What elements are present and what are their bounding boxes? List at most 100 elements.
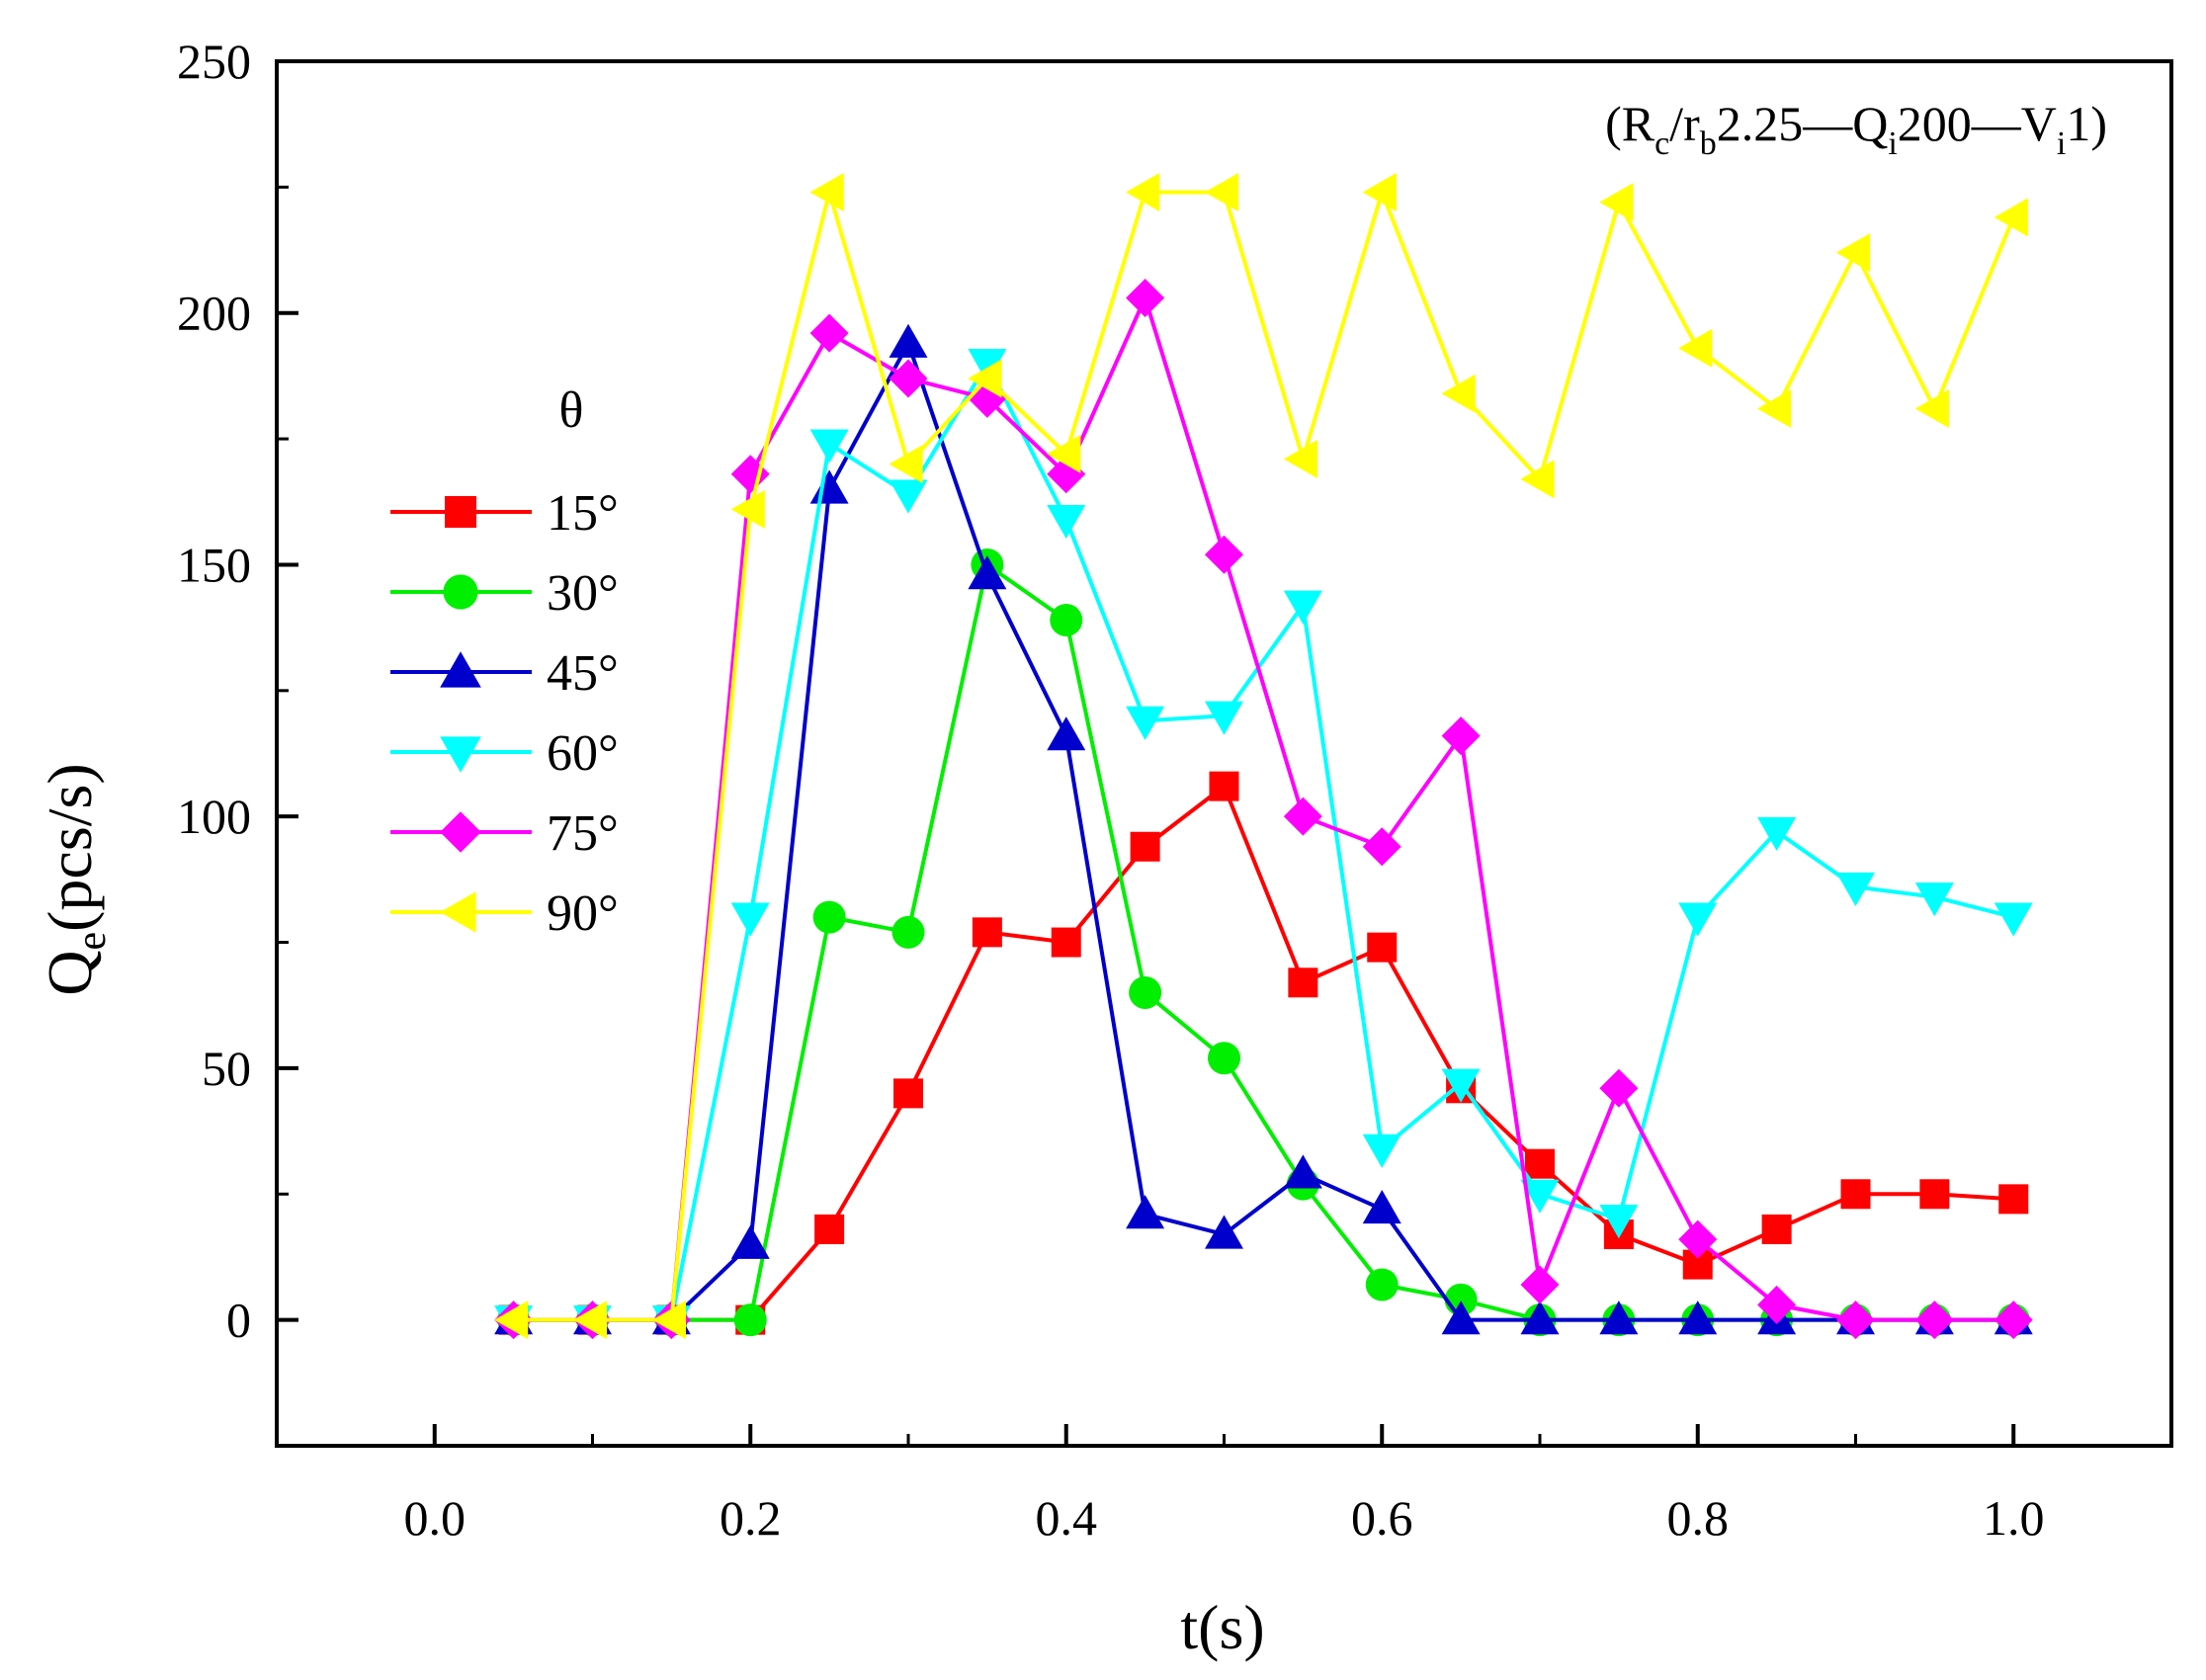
data-point bbox=[1205, 535, 1243, 574]
series-75-deg bbox=[494, 278, 2033, 1340]
data-point bbox=[733, 1303, 767, 1337]
data-point bbox=[1599, 1205, 1639, 1239]
data-point bbox=[1288, 967, 1318, 998]
data-point bbox=[1126, 278, 1165, 317]
y-tick-label: 250 bbox=[177, 34, 251, 89]
legend-marker bbox=[440, 891, 476, 933]
data-point bbox=[968, 555, 1007, 590]
data-point bbox=[809, 429, 849, 463]
x-tick-label: 0.4 bbox=[1036, 1490, 1098, 1546]
data-point bbox=[1129, 975, 1162, 1009]
data-point bbox=[1678, 902, 1718, 937]
data-point bbox=[1047, 434, 1081, 473]
data-point bbox=[1283, 590, 1322, 625]
data-point bbox=[1914, 882, 1954, 917]
series-line bbox=[513, 341, 2014, 1322]
legend-item: 15° bbox=[390, 485, 619, 542]
data-point bbox=[1047, 504, 1086, 540]
data-point bbox=[1525, 1148, 1555, 1179]
data-point bbox=[1126, 706, 1165, 740]
series-line bbox=[513, 361, 2014, 1322]
data-point bbox=[1914, 1301, 1954, 1340]
data-point bbox=[1208, 1042, 1240, 1075]
legend-title: θ bbox=[559, 382, 584, 439]
series-layer bbox=[494, 172, 2033, 1340]
data-point bbox=[1205, 172, 1239, 211]
series-line bbox=[513, 562, 2014, 1322]
data-point bbox=[1757, 389, 1792, 429]
y-tick-label: 0 bbox=[226, 1293, 251, 1348]
legend-marker bbox=[440, 736, 481, 773]
legend-marker bbox=[443, 574, 478, 610]
data-point bbox=[1362, 172, 1397, 211]
data-point bbox=[1520, 460, 1555, 499]
data-point bbox=[809, 172, 844, 211]
data-point bbox=[1365, 1268, 1399, 1302]
data-point bbox=[730, 1224, 770, 1259]
series-45-deg bbox=[494, 323, 2033, 1335]
data-point bbox=[1599, 1301, 1639, 1335]
y-axis-title: Qe(pcs/s) bbox=[35, 763, 115, 996]
data-point bbox=[1994, 902, 2033, 937]
data-point bbox=[1994, 1301, 2033, 1340]
data-point bbox=[968, 349, 1007, 383]
x-axis-title: t(s) bbox=[1180, 1592, 1264, 1662]
series-15-deg bbox=[498, 771, 2029, 1335]
legend-item: 45° bbox=[390, 645, 619, 702]
data-point bbox=[651, 1301, 686, 1340]
data-point bbox=[972, 917, 1002, 948]
data-point bbox=[891, 915, 925, 949]
legend-item: 60° bbox=[390, 725, 619, 782]
data-point bbox=[730, 489, 765, 529]
data-point bbox=[1205, 1215, 1243, 1249]
data-point bbox=[1919, 1179, 1950, 1210]
data-point bbox=[893, 1078, 923, 1109]
data-point bbox=[1761, 1214, 1792, 1244]
data-point bbox=[1840, 1179, 1871, 1210]
data-point bbox=[1441, 1301, 1481, 1335]
y-tick-label: 200 bbox=[177, 286, 251, 341]
data-point bbox=[1914, 389, 1949, 429]
data-point bbox=[809, 469, 849, 504]
legend-item: 30° bbox=[390, 565, 619, 622]
data-point bbox=[1998, 1184, 2029, 1215]
data-point bbox=[1520, 1301, 1560, 1335]
series-line bbox=[513, 190, 2016, 1322]
legend-label: 75° bbox=[547, 805, 619, 862]
x-tick-label: 0.0 bbox=[404, 1490, 467, 1546]
data-point bbox=[1994, 198, 2028, 237]
data-point bbox=[1441, 716, 1481, 756]
series-90-deg bbox=[494, 172, 2028, 1340]
legend-label: 90° bbox=[547, 885, 619, 942]
data-point bbox=[1362, 827, 1401, 867]
data-point bbox=[1441, 1068, 1481, 1103]
data-point bbox=[1599, 1068, 1639, 1108]
axes-layer: 0 50 100 150 200 250 0.0 0.2 0.4 0.6 0.8 1.0 bbox=[177, 34, 2173, 1546]
data-point bbox=[1367, 932, 1398, 963]
data-point bbox=[889, 359, 928, 398]
legend-marker bbox=[445, 496, 476, 528]
data-point bbox=[1283, 439, 1317, 478]
data-point bbox=[809, 313, 849, 353]
data-point bbox=[1126, 1195, 1165, 1229]
legend-item: 75° bbox=[390, 805, 619, 862]
data-point bbox=[889, 323, 928, 358]
x-tick-label: 0.8 bbox=[1667, 1490, 1730, 1546]
data-point bbox=[814, 1214, 845, 1244]
legend-label: 45° bbox=[547, 645, 619, 702]
data-point bbox=[1757, 816, 1797, 851]
data-point bbox=[1678, 328, 1713, 368]
legend-marker bbox=[440, 651, 481, 688]
data-point bbox=[1209, 771, 1239, 801]
x-tick-label: 0.2 bbox=[720, 1490, 782, 1546]
data-point bbox=[1283, 797, 1322, 836]
data-point bbox=[1678, 1219, 1718, 1259]
data-point bbox=[1678, 1301, 1718, 1335]
legend-item: 90° bbox=[390, 885, 619, 942]
data-point bbox=[889, 479, 928, 514]
legend-marker bbox=[440, 811, 481, 853]
data-point bbox=[968, 359, 1002, 398]
data-point bbox=[1051, 927, 1081, 958]
data-point bbox=[1836, 1301, 1875, 1340]
data-point bbox=[812, 900, 846, 934]
